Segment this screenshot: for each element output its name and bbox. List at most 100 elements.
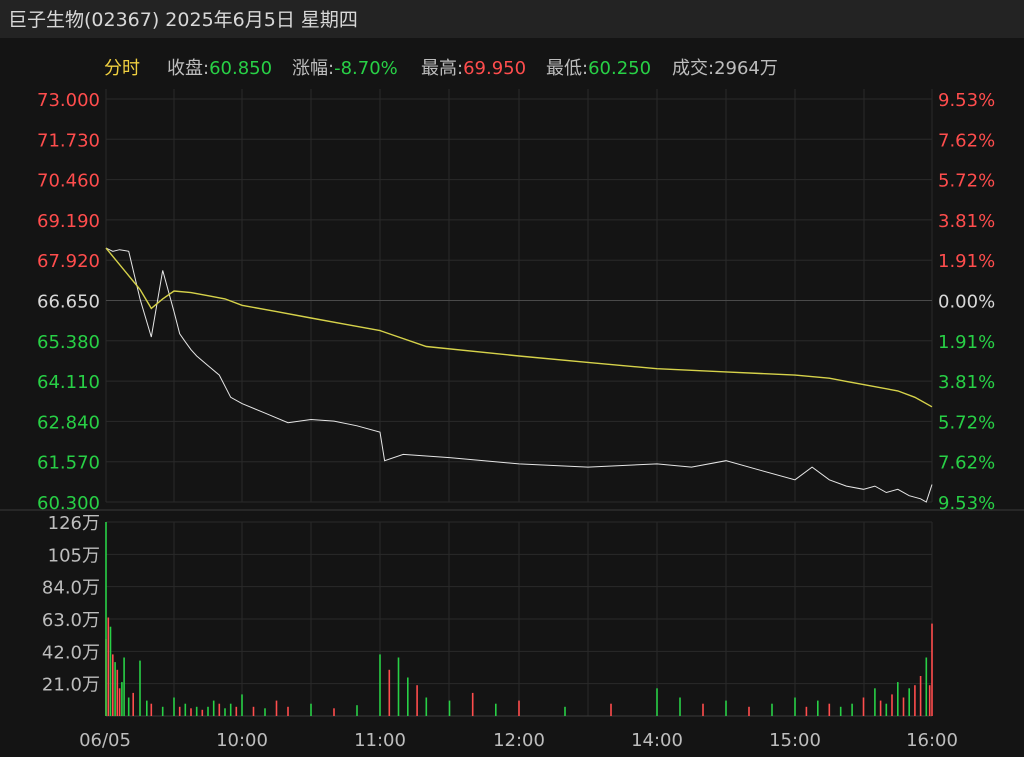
stat-change-label: 涨幅: [292,58,335,79]
volume-bar [207,706,209,716]
volume-bar [218,703,221,716]
volume-bar [902,697,905,716]
volume-bar [725,700,727,716]
y-tick-label-left: 64.110 [37,372,100,393]
volume-bar [118,688,121,716]
y-tick-label-right: 0.00% [938,292,995,313]
grid [0,89,1024,717]
volume-bar [190,708,192,716]
stat-low-value: 60.250 [588,58,652,79]
stat-high-label: 最高: [421,58,464,79]
volume-bar [107,617,110,716]
volume-bar [123,657,125,716]
y-tick-label-right: 7.62% [938,453,995,474]
volume-bar [495,703,497,716]
stat-low: 最低:60.250 [546,54,651,80]
volume-tick-label: 21.0万 [42,675,100,696]
volume-bars [105,522,933,716]
volume-tick-label: 63.0万 [42,610,100,631]
volume-bar [127,697,130,716]
volume-bar [109,626,112,716]
volume-bar [914,685,916,716]
volume-bar [610,703,612,716]
volume-bar [379,654,381,716]
volume-bar [794,697,796,716]
x-tick-label: 14:00 [631,730,683,751]
volume-bar [879,700,882,716]
volume-bar [928,685,931,716]
volume-bar [397,657,400,716]
x-tick-label: 12:00 [493,730,545,751]
x-tick-label: 06/05 [79,730,131,751]
volume-bar [748,706,750,716]
volume-tick-label: 42.0万 [42,642,100,663]
volume-bar [931,623,933,716]
stat-high-value: 69.950 [463,58,527,79]
y-tick-label-left: 62.840 [37,412,100,433]
volume-bar [224,708,226,716]
volume-bar [356,705,358,716]
y-tick-label-left: 65.380 [37,332,100,353]
volume-bar [121,682,123,716]
info-bar: 分时 收盘:60.850 涨幅:-8.70% 最高:69.950 最低:60.2… [0,38,1024,92]
volume-bar [407,677,409,716]
y-tick-label-right: 5.72% [938,171,995,192]
volume-bar [146,700,148,716]
y-tick-label-left: 60.300 [37,493,100,514]
stat-volume: 成交:2964万 [672,54,778,80]
y-tick-label-right: 1.91% [938,332,995,353]
volume-bar [925,657,928,716]
volume-tick-label: 84.0万 [42,578,100,599]
volume-bar [839,706,842,716]
y-tick-label-right: 3.81% [938,211,995,232]
volume-bar [471,692,474,716]
stat-change: 涨幅:-8.70% [292,54,398,80]
volume-bar [862,697,865,716]
stat-volume-value: 2964万 [714,58,778,79]
y-tick-label-left: 66.650 [37,292,100,313]
volume-bar [150,703,153,716]
volume-bar [425,697,428,716]
volume-bar [656,688,658,716]
volume-bar [416,685,418,716]
volume-bar [805,706,808,716]
volume-bar [229,703,232,716]
volume-bar [518,700,520,716]
y-tick-label-left: 69.190 [37,211,100,232]
y-tick-label-right: 9.53% [938,493,995,514]
volume-bar [851,703,853,716]
y-tick-label-right: 3.81% [938,372,995,393]
volume-bar [201,709,204,716]
volume-bar [891,694,893,716]
volume-bar [195,706,198,716]
x-tick-label: 16:00 [906,730,958,751]
volume-bar [885,703,888,716]
volume-bar [173,697,175,716]
y-tick-label-left: 67.920 [37,251,100,272]
average-price-line [105,247,933,408]
volume-bar [448,700,451,716]
volume-bar [105,522,107,716]
volume-bar [564,706,566,716]
volume-bar [139,660,141,716]
volume-bar [828,703,831,716]
volume-bar [114,662,116,716]
x-tick-label: 10:00 [216,730,268,751]
stat-change-value: -8.70% [334,58,398,79]
volume-bar [184,703,187,716]
volume-bar [112,654,114,716]
stat-high: 最高:69.950 [421,54,526,80]
volume-bar [161,706,164,716]
stat-low-label: 最低: [546,58,589,79]
y-tick-label-right: 5.72% [938,412,995,433]
volume-bar [908,688,910,716]
y-tick-label-right: 7.62% [938,130,995,151]
stat-volume-label: 成交: [672,58,715,79]
y-tick-label-left: 71.730 [37,130,100,151]
stat-close: 收盘:60.850 [167,54,272,80]
mode-tab-intraday[interactable]: 分时 [104,58,140,79]
stat-close-label: 收盘: [167,58,210,79]
volume-bar [287,706,289,716]
volume-bar [817,700,819,716]
